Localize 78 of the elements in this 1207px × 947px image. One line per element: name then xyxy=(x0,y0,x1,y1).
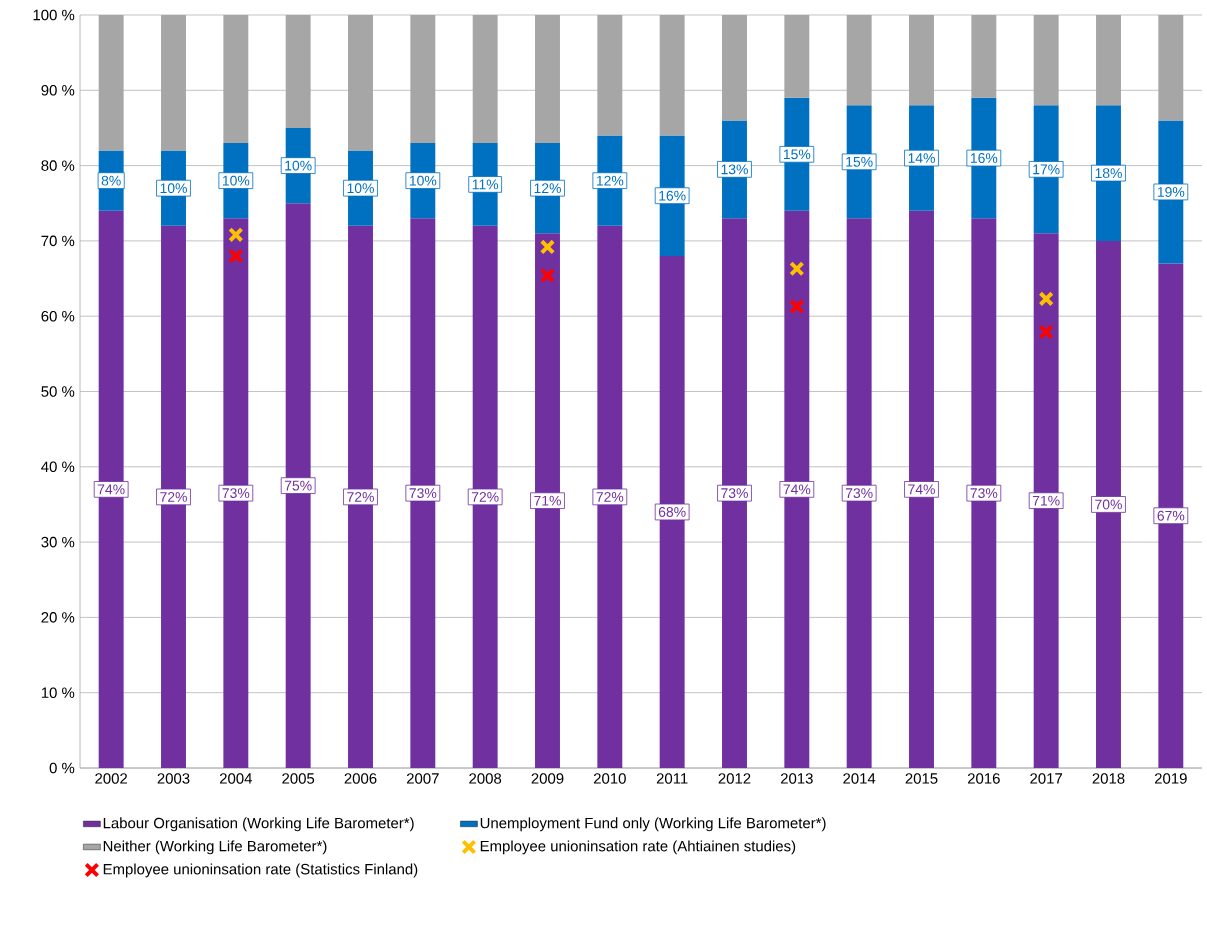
x-tick-label: 2013 xyxy=(780,773,813,784)
y-tick-label: 10 % xyxy=(41,687,75,698)
data-label: 72% xyxy=(596,491,624,502)
data-label: 16% xyxy=(970,153,998,163)
y-tick-label: 90 % xyxy=(41,85,75,96)
y-tick-label: 30 % xyxy=(41,536,75,548)
point xyxy=(1038,291,1054,307)
y-tick-label: 80 % xyxy=(41,160,75,171)
legend-label: Labour Organisation (Working Life Barometer*) xyxy=(103,817,414,832)
data-label: 15% xyxy=(846,156,873,167)
data-label: 8% xyxy=(101,175,121,186)
data-label: 73% xyxy=(970,488,998,499)
point xyxy=(539,267,556,284)
x-tick-label: 2014 xyxy=(843,773,876,784)
data-label: 71% xyxy=(534,495,561,506)
data-label: 74% xyxy=(97,484,125,495)
data-label: 74% xyxy=(908,484,935,495)
data-label: 18% xyxy=(1095,168,1122,179)
y-tick-label: 0 % xyxy=(49,762,75,774)
data-label: 73% xyxy=(721,488,748,499)
data-label: 10% xyxy=(409,175,437,186)
x-tick-label: 2016 xyxy=(967,773,1000,784)
data-label: 75% xyxy=(284,480,312,491)
data-label: 14% xyxy=(908,153,935,163)
data-label: 12% xyxy=(596,175,624,186)
x-tick-label: 2002 xyxy=(95,773,128,784)
data-label: 74% xyxy=(783,484,811,495)
point xyxy=(228,248,244,264)
data-label: 72% xyxy=(160,491,187,502)
point xyxy=(789,261,805,277)
x-tick-label: 2008 xyxy=(469,773,502,784)
data-label: 72% xyxy=(471,491,499,502)
x-tick-label: 2006 xyxy=(344,773,377,784)
x-tick-label: 2003 xyxy=(157,773,190,784)
data-label: 70% xyxy=(1095,499,1122,510)
data-label: 10% xyxy=(285,160,312,171)
data-label: 72% xyxy=(347,491,374,502)
data-label: 73% xyxy=(409,488,437,499)
data-label: 17% xyxy=(1033,164,1060,175)
data-label: 68% xyxy=(658,507,686,517)
x-tick-label: 2011 xyxy=(656,773,688,784)
legend-label: Unemployment Fund only (Working Life Barometer*) xyxy=(480,817,826,832)
y-tick-label: 50 % xyxy=(41,386,75,397)
x-tick-label: 2017 xyxy=(1030,773,1063,784)
point xyxy=(1038,324,1054,340)
y-tick-label: 100 % xyxy=(33,9,75,21)
point xyxy=(228,227,244,243)
data-label: 67% xyxy=(1157,510,1185,521)
point xyxy=(539,239,556,255)
legend-label: Neither (Working Life Barometer*) xyxy=(103,840,327,855)
x-tick-label: 2009 xyxy=(531,773,564,784)
legend-label: Employee unioninsation rate (Statistics Finland) xyxy=(103,863,418,878)
x-tick-label: 2018 xyxy=(1092,773,1125,784)
x-tick-label: 2012 xyxy=(718,773,751,784)
data-label: 71% xyxy=(1032,495,1060,506)
data-label: 15% xyxy=(783,149,811,160)
y-tick-label: 60 % xyxy=(41,310,75,322)
legend-label: Employee unioninsation rate (Ahtiainen studies) xyxy=(480,840,796,855)
x-tick-label: 2007 xyxy=(406,773,439,784)
x-tick-label: 2005 xyxy=(282,773,315,784)
data-label: 10% xyxy=(347,183,374,194)
data-label: 12% xyxy=(534,183,561,194)
y-tick-label: 20 % xyxy=(41,612,75,623)
data-label: 73% xyxy=(845,488,873,499)
y-tick-label: 40 % xyxy=(41,461,75,473)
data-label: 73% xyxy=(222,488,250,499)
data-label: 13% xyxy=(721,164,748,175)
x-tick-label: 2015 xyxy=(905,773,938,784)
x-tick-label: 2004 xyxy=(219,773,253,784)
data-label: 10% xyxy=(222,175,250,186)
data-label: 11% xyxy=(472,179,499,190)
data-label: 10% xyxy=(160,183,187,194)
y-tick-label: 70 % xyxy=(41,235,75,247)
data-label: 19% xyxy=(1157,187,1185,197)
point xyxy=(789,298,805,315)
x-tick-label: 2019 xyxy=(1154,773,1187,784)
data-label: 16% xyxy=(659,190,686,201)
x-tick-label: 2010 xyxy=(593,773,626,784)
